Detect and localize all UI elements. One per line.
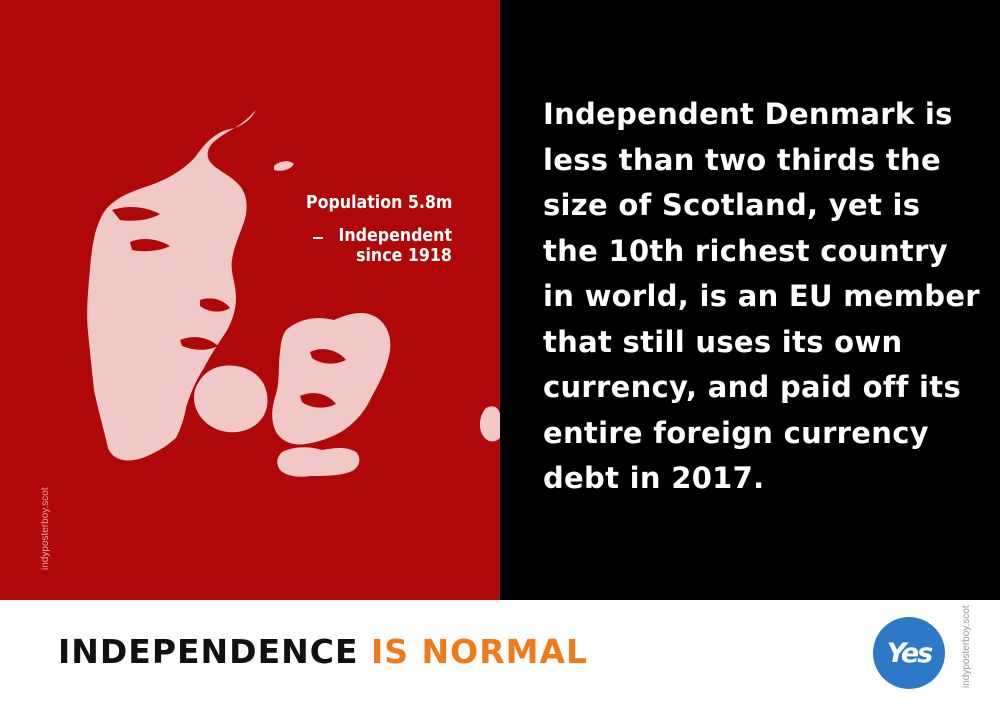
yes-logo-text: Yes [886,637,933,669]
jutland-shape [87,110,256,461]
text-panel [500,0,1000,600]
bornholm-shape [479,406,500,442]
denmark-map [87,110,500,477]
slogan-part-2: IS NORMAL [370,632,589,671]
lolland-shape [277,447,360,477]
pointer-line [313,237,323,239]
yes-logo: Yes [873,617,945,689]
funen-shape [194,365,268,433]
slogan: INDEPENDENCE IS NORMAL [58,632,588,671]
independent-label: Independent [338,225,452,246]
slogan-part-1: INDEPENDENCE [58,632,371,671]
body-text: Independent Denmark is less than two thi… [543,97,980,495]
credit-footer: indyposterboy.scot [961,605,972,688]
credit-vertical: indyposterboy.scot [40,487,51,570]
population-label: Population 5.8m [305,192,452,213]
independent-since-label: since 1918 [356,245,452,266]
laeso-shape [274,161,294,171]
footer: INDEPENDENCE IS NORMAL Yes indyposterboy… [0,600,1000,713]
zealand-shape [272,313,391,445]
map-panel: Population 5.8m Independent since 1918 i… [0,0,500,600]
